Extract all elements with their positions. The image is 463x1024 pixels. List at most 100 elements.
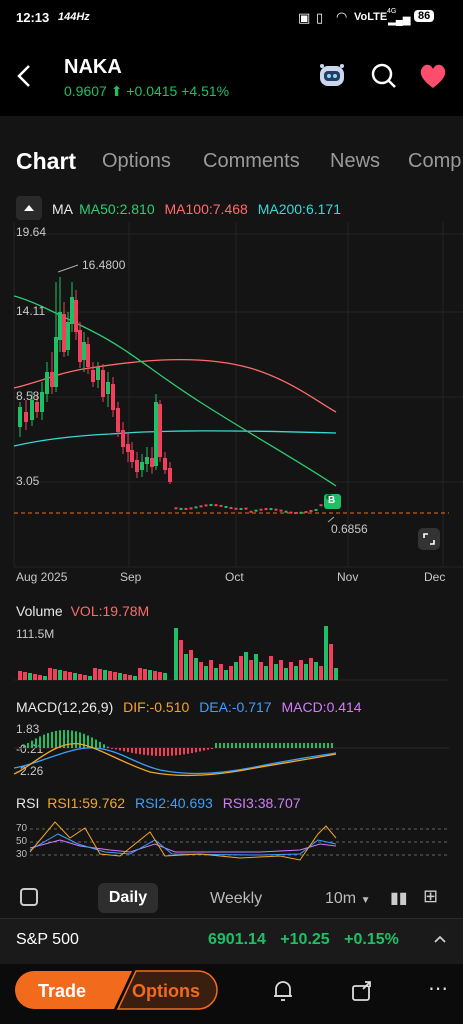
candle-body — [91, 370, 95, 382]
macd-bar — [291, 743, 293, 748]
volume-bar — [78, 674, 82, 680]
volume-bar — [189, 650, 193, 680]
volume-legend[interactable]: Volume VOL:19.78M — [16, 603, 149, 619]
x-axis-sep: Sep — [120, 570, 142, 584]
ma200-line — [13, 430, 337, 447]
macd-bar — [175, 748, 177, 756]
volume-bar — [43, 676, 47, 680]
rsi-legend[interactable]: RSI RSI1:59.762 RSI2:40.693 RSI3:38.707 — [16, 795, 301, 811]
volume-bar — [334, 668, 338, 680]
macd-bar — [323, 743, 325, 748]
macd-bar — [199, 748, 201, 752]
macd-bar — [131, 748, 133, 753]
volume-bar — [143, 669, 147, 680]
tab-options[interactable]: Options — [102, 150, 171, 172]
candle-body — [254, 509, 258, 512]
price-axis-label-1: 19.64 — [16, 225, 47, 239]
macd-bar — [39, 736, 41, 748]
macd-legend[interactable]: MACD(12,26,9) DIF:-0.510 DEA:-0.717 MACD… — [16, 699, 362, 715]
tab-chart[interactable]: Chart — [16, 148, 77, 174]
volume-bar — [133, 676, 137, 680]
volume-bar — [58, 670, 62, 680]
collapse-chart-button[interactable] — [16, 196, 42, 220]
tab-news[interactable]: News — [330, 150, 381, 172]
macd-bar — [111, 748, 113, 749]
volume-bar — [148, 670, 152, 680]
macd-bar — [267, 743, 269, 748]
candle-body — [116, 408, 120, 432]
high-annotation-line — [57, 264, 79, 273]
macd-bar — [315, 743, 317, 748]
favorite-heart-icon[interactable] — [418, 62, 448, 90]
macd-bar — [311, 743, 313, 748]
candle-body — [179, 507, 183, 510]
volume-bar — [103, 670, 107, 680]
volume-bar — [158, 672, 162, 680]
volume-bar — [23, 672, 27, 680]
volume-bar — [73, 673, 77, 680]
candle-body — [18, 407, 22, 427]
volume-bar — [179, 640, 183, 680]
robot-assistant-icon[interactable] — [316, 60, 348, 90]
chart-type-icon[interactable]: ▮▮ — [390, 890, 408, 907]
back-arrow-icon[interactable] — [12, 60, 36, 90]
volume-bar — [108, 671, 112, 680]
period-interval[interactable]: 10m ▼ — [325, 890, 370, 908]
candle-body — [101, 370, 105, 397]
macd-bar — [119, 748, 121, 751]
candle-body — [309, 510, 313, 513]
share-icon[interactable] — [350, 978, 376, 1004]
ma-label: MA — [52, 201, 73, 217]
ticker-symbol: NAKA — [64, 56, 122, 78]
volume-bar — [209, 660, 213, 680]
volume-bar — [199, 662, 203, 680]
more-icon[interactable]: ⋯ — [428, 978, 450, 1000]
candle-body — [126, 444, 130, 452]
trade-button[interactable]: Trade — [38, 981, 87, 1001]
candle-body — [35, 402, 39, 412]
buy-badge-label: B — [328, 495, 336, 506]
grid-layout-icon[interactable]: ⊞ — [423, 886, 439, 906]
candle-body — [121, 430, 125, 447]
tab-comp[interactable]: Comp — [408, 150, 462, 172]
volume-bar — [118, 673, 122, 680]
expand-up-icon[interactable] — [432, 931, 448, 947]
index-ticker-bar[interactable]: S&P 500 6901.14 +10.25 +0.15% — [0, 918, 463, 965]
candle-body — [274, 508, 278, 511]
sidebar-toggle-icon[interactable] — [20, 888, 38, 906]
macd-bar — [139, 748, 141, 755]
candle-body — [294, 511, 298, 514]
volume-title: Volume — [16, 603, 63, 619]
rsi-chart[interactable] — [0, 818, 463, 868]
candle-body — [184, 507, 188, 510]
index-quote: 6901.14 +10.25 +0.15% — [208, 931, 399, 949]
period-weekly[interactable]: Weekly — [210, 890, 263, 907]
macd-bar — [151, 748, 153, 756]
net-type: 4G — [387, 8, 397, 15]
candle-body — [284, 510, 288, 513]
volume-bar — [48, 668, 52, 680]
volume-bar — [309, 658, 313, 680]
macd-bar — [79, 732, 81, 748]
alert-bell-icon[interactable] — [270, 978, 296, 1004]
macd-bar — [83, 733, 85, 748]
ma-legend[interactable]: MA MA50:2.810 MA100:7.468 MA200:6.171 — [52, 201, 341, 217]
macd-bar — [255, 743, 257, 748]
rsi2-value: RSI2:40.693 — [134, 795, 213, 811]
price-chart[interactable] — [0, 222, 463, 592]
price-quote: 0.9607 ⬆ +0.0415 +4.51% — [64, 83, 229, 100]
macd-bar — [47, 733, 49, 748]
options-button[interactable]: Options — [132, 981, 200, 1001]
search-icon[interactable] — [370, 62, 398, 90]
macd-bar — [187, 748, 189, 754]
candle-body — [209, 504, 213, 507]
tab-comments[interactable]: Comments — [203, 150, 300, 172]
period-daily[interactable]: Daily — [98, 883, 158, 913]
macd-chart[interactable] — [0, 718, 463, 784]
candle-body — [234, 507, 238, 510]
low-annotation: 0.6856 — [331, 522, 368, 536]
candle-body — [168, 468, 172, 482]
volume-bar — [234, 662, 238, 680]
volume-chart[interactable] — [0, 622, 463, 682]
index-change-pct: +0.15% — [344, 931, 399, 948]
